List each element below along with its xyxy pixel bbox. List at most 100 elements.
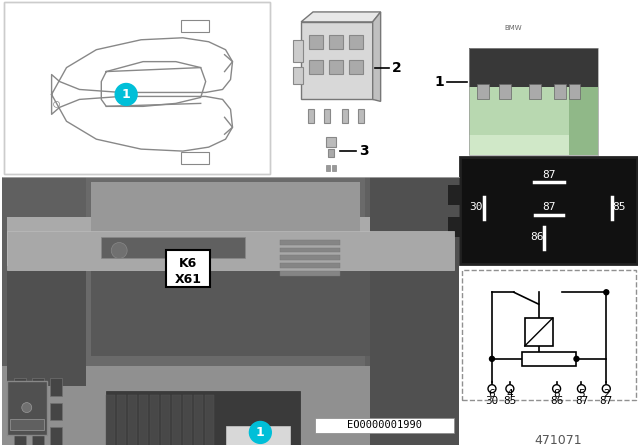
Bar: [4, 2, 270, 174]
Text: BMW: BMW: [504, 25, 522, 31]
Bar: [10, 418, 44, 431]
Text: 86: 86: [550, 396, 563, 405]
Text: EO0000001990: EO0000001990: [347, 421, 422, 431]
Bar: [349, 35, 363, 49]
Text: 87: 87: [600, 396, 613, 405]
Bar: [326, 137, 336, 147]
Bar: [308, 109, 314, 123]
Bar: [637, 217, 640, 237]
Bar: [14, 403, 26, 421]
Text: 87: 87: [542, 202, 556, 212]
Circle shape: [506, 385, 514, 392]
Bar: [280, 255, 340, 260]
Bar: [50, 427, 61, 445]
Bar: [280, 240, 340, 245]
Bar: [499, 85, 511, 99]
Circle shape: [604, 290, 609, 295]
Bar: [101, 237, 246, 258]
Bar: [342, 109, 348, 123]
Bar: [280, 271, 340, 276]
Bar: [568, 48, 598, 155]
Bar: [309, 35, 323, 49]
Bar: [166, 250, 210, 287]
Bar: [183, 395, 192, 448]
Circle shape: [577, 385, 586, 392]
Bar: [525, 318, 552, 346]
Bar: [349, 60, 363, 73]
Bar: [469, 48, 598, 155]
Bar: [92, 246, 370, 356]
Bar: [7, 217, 454, 267]
Circle shape: [490, 356, 495, 362]
Bar: [181, 20, 209, 32]
Text: K6: K6: [179, 257, 197, 270]
Text: 30: 30: [469, 202, 483, 212]
Bar: [370, 177, 459, 445]
Text: 1: 1: [256, 426, 265, 439]
Text: 85: 85: [503, 396, 516, 405]
Circle shape: [552, 385, 561, 392]
Bar: [315, 418, 454, 433]
Text: 4: 4: [506, 389, 513, 399]
Text: 86: 86: [530, 232, 543, 241]
Bar: [329, 35, 343, 49]
Circle shape: [250, 422, 271, 444]
Bar: [477, 85, 489, 99]
Bar: [106, 395, 115, 448]
Text: 8: 8: [553, 389, 560, 399]
Circle shape: [22, 403, 32, 413]
Text: 6: 6: [489, 389, 495, 399]
Bar: [117, 395, 126, 448]
Text: 30: 30: [485, 396, 499, 405]
Bar: [32, 403, 44, 421]
Circle shape: [574, 356, 579, 362]
Bar: [293, 40, 303, 62]
Bar: [326, 165, 330, 171]
Bar: [462, 271, 636, 400]
Bar: [460, 157, 637, 264]
Text: 85: 85: [612, 202, 626, 212]
Bar: [554, 85, 566, 99]
Bar: [309, 60, 323, 73]
Bar: [32, 378, 44, 396]
Polygon shape: [301, 12, 381, 22]
Bar: [225, 426, 290, 448]
Bar: [14, 378, 26, 396]
Bar: [332, 165, 336, 171]
Text: 1: 1: [435, 74, 444, 89]
Bar: [529, 85, 541, 99]
Bar: [358, 109, 364, 123]
Text: 471071: 471071: [535, 434, 582, 447]
Circle shape: [111, 242, 127, 258]
Circle shape: [488, 385, 496, 392]
Circle shape: [115, 83, 137, 105]
Bar: [4, 2, 270, 174]
Bar: [301, 22, 372, 99]
Bar: [637, 185, 640, 205]
Bar: [32, 427, 44, 445]
Bar: [448, 217, 460, 237]
Text: 5: 5: [578, 389, 585, 399]
Bar: [50, 378, 61, 396]
Bar: [2, 177, 459, 445]
Bar: [469, 48, 598, 155]
Bar: [522, 352, 577, 366]
Bar: [293, 67, 303, 85]
Bar: [106, 391, 300, 448]
Bar: [469, 48, 598, 87]
Bar: [328, 149, 334, 157]
Bar: [194, 395, 203, 448]
Polygon shape: [372, 12, 381, 101]
Bar: [139, 395, 148, 448]
Bar: [460, 157, 637, 264]
Bar: [181, 152, 209, 164]
Bar: [280, 263, 340, 268]
Text: X61: X61: [174, 273, 202, 286]
Circle shape: [602, 385, 611, 392]
Bar: [324, 109, 330, 123]
Bar: [7, 231, 454, 271]
Bar: [92, 182, 360, 241]
Bar: [7, 267, 86, 386]
Bar: [469, 135, 598, 155]
Bar: [14, 427, 26, 445]
